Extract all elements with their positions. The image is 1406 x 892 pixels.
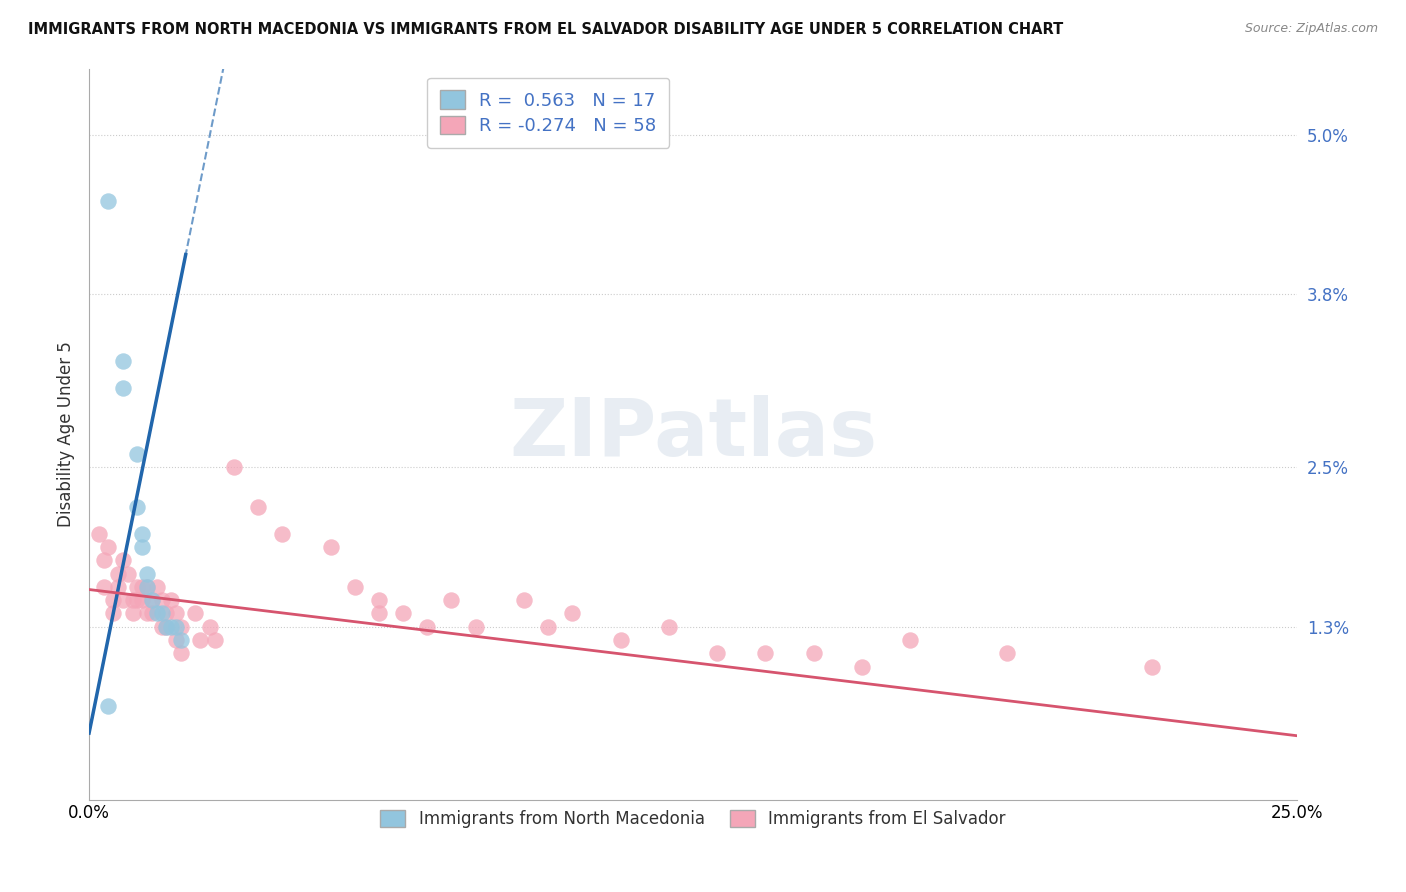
Point	[136, 566, 159, 581]
Point	[170, 633, 193, 648]
Point	[188, 633, 211, 648]
Point	[170, 620, 193, 634]
Point	[103, 593, 125, 607]
Point	[145, 607, 167, 621]
Point	[87, 526, 110, 541]
Point	[127, 500, 149, 515]
Point	[136, 580, 159, 594]
Point	[155, 607, 177, 621]
Point	[141, 593, 163, 607]
Point	[609, 633, 631, 648]
Point	[127, 447, 149, 461]
Point	[995, 646, 1018, 660]
Point	[900, 633, 922, 648]
Point	[1140, 659, 1163, 673]
Point	[107, 580, 129, 594]
Point	[117, 566, 139, 581]
Point	[150, 607, 173, 621]
Legend: Immigrants from North Macedonia, Immigrants from El Salvador: Immigrants from North Macedonia, Immigra…	[374, 804, 1012, 835]
Point	[198, 620, 221, 634]
Point	[155, 620, 177, 634]
Point	[368, 607, 391, 621]
Point	[93, 553, 115, 567]
Point	[222, 460, 245, 475]
Point	[111, 380, 134, 394]
Point	[131, 526, 153, 541]
Point	[107, 566, 129, 581]
Point	[184, 607, 207, 621]
Point	[165, 633, 187, 648]
Point	[93, 580, 115, 594]
Point	[97, 540, 120, 554]
Point	[136, 607, 159, 621]
Point	[165, 620, 187, 634]
Point	[392, 607, 415, 621]
Point	[754, 646, 776, 660]
Point	[127, 580, 149, 594]
Point	[343, 580, 366, 594]
Point	[155, 620, 177, 634]
Point	[150, 593, 173, 607]
Point	[141, 607, 163, 621]
Point	[416, 620, 439, 634]
Point	[706, 646, 728, 660]
Point	[440, 593, 463, 607]
Point	[103, 607, 125, 621]
Point	[851, 659, 873, 673]
Point	[150, 620, 173, 634]
Point	[136, 580, 159, 594]
Point	[247, 500, 270, 515]
Text: ZIPatlas: ZIPatlas	[509, 395, 877, 473]
Point	[121, 593, 143, 607]
Point	[141, 593, 163, 607]
Point	[165, 607, 187, 621]
Point	[121, 607, 143, 621]
Point	[131, 593, 153, 607]
Point	[170, 646, 193, 660]
Point	[561, 607, 583, 621]
Point	[111, 553, 134, 567]
Point	[111, 354, 134, 368]
Point	[658, 620, 681, 634]
Point	[464, 620, 486, 634]
Point	[97, 699, 120, 714]
Point	[513, 593, 536, 607]
Point	[145, 580, 167, 594]
Y-axis label: Disability Age Under 5: Disability Age Under 5	[58, 341, 75, 527]
Point	[160, 620, 183, 634]
Point	[204, 633, 226, 648]
Point	[319, 540, 342, 554]
Text: Source: ZipAtlas.com: Source: ZipAtlas.com	[1244, 22, 1378, 36]
Point	[111, 593, 134, 607]
Point	[368, 593, 391, 607]
Point	[97, 194, 120, 209]
Point	[131, 540, 153, 554]
Point	[803, 646, 825, 660]
Point	[537, 620, 560, 634]
Point	[160, 593, 183, 607]
Text: IMMIGRANTS FROM NORTH MACEDONIA VS IMMIGRANTS FROM EL SALVADOR DISABILITY AGE UN: IMMIGRANTS FROM NORTH MACEDONIA VS IMMIG…	[28, 22, 1063, 37]
Point	[131, 580, 153, 594]
Point	[127, 593, 149, 607]
Point	[271, 526, 294, 541]
